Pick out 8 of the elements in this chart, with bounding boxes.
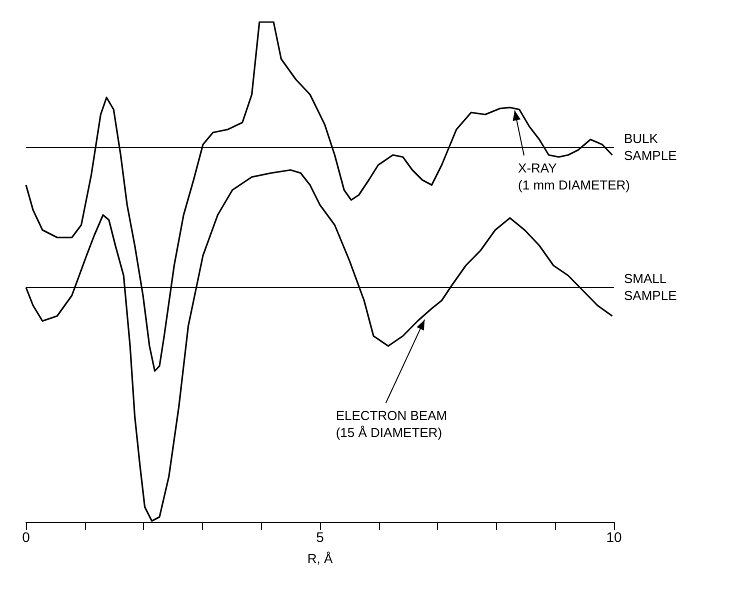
annotation: X-RAY (1 mm DIAMETER) <box>518 160 630 192</box>
x-tick-label: 5 <box>316 529 324 545</box>
ref-line-label: SMALL SAMPLE <box>624 271 678 303</box>
annotation: ELECTRON BEAM (15 Å DIAMETER) <box>336 408 448 440</box>
ref-line-label: BULK SAMPLE <box>624 131 678 163</box>
x-axis-title: R, Å <box>307 551 333 566</box>
x-tick-label: 0 <box>22 529 30 545</box>
x-tick-label: 10 <box>606 529 622 545</box>
